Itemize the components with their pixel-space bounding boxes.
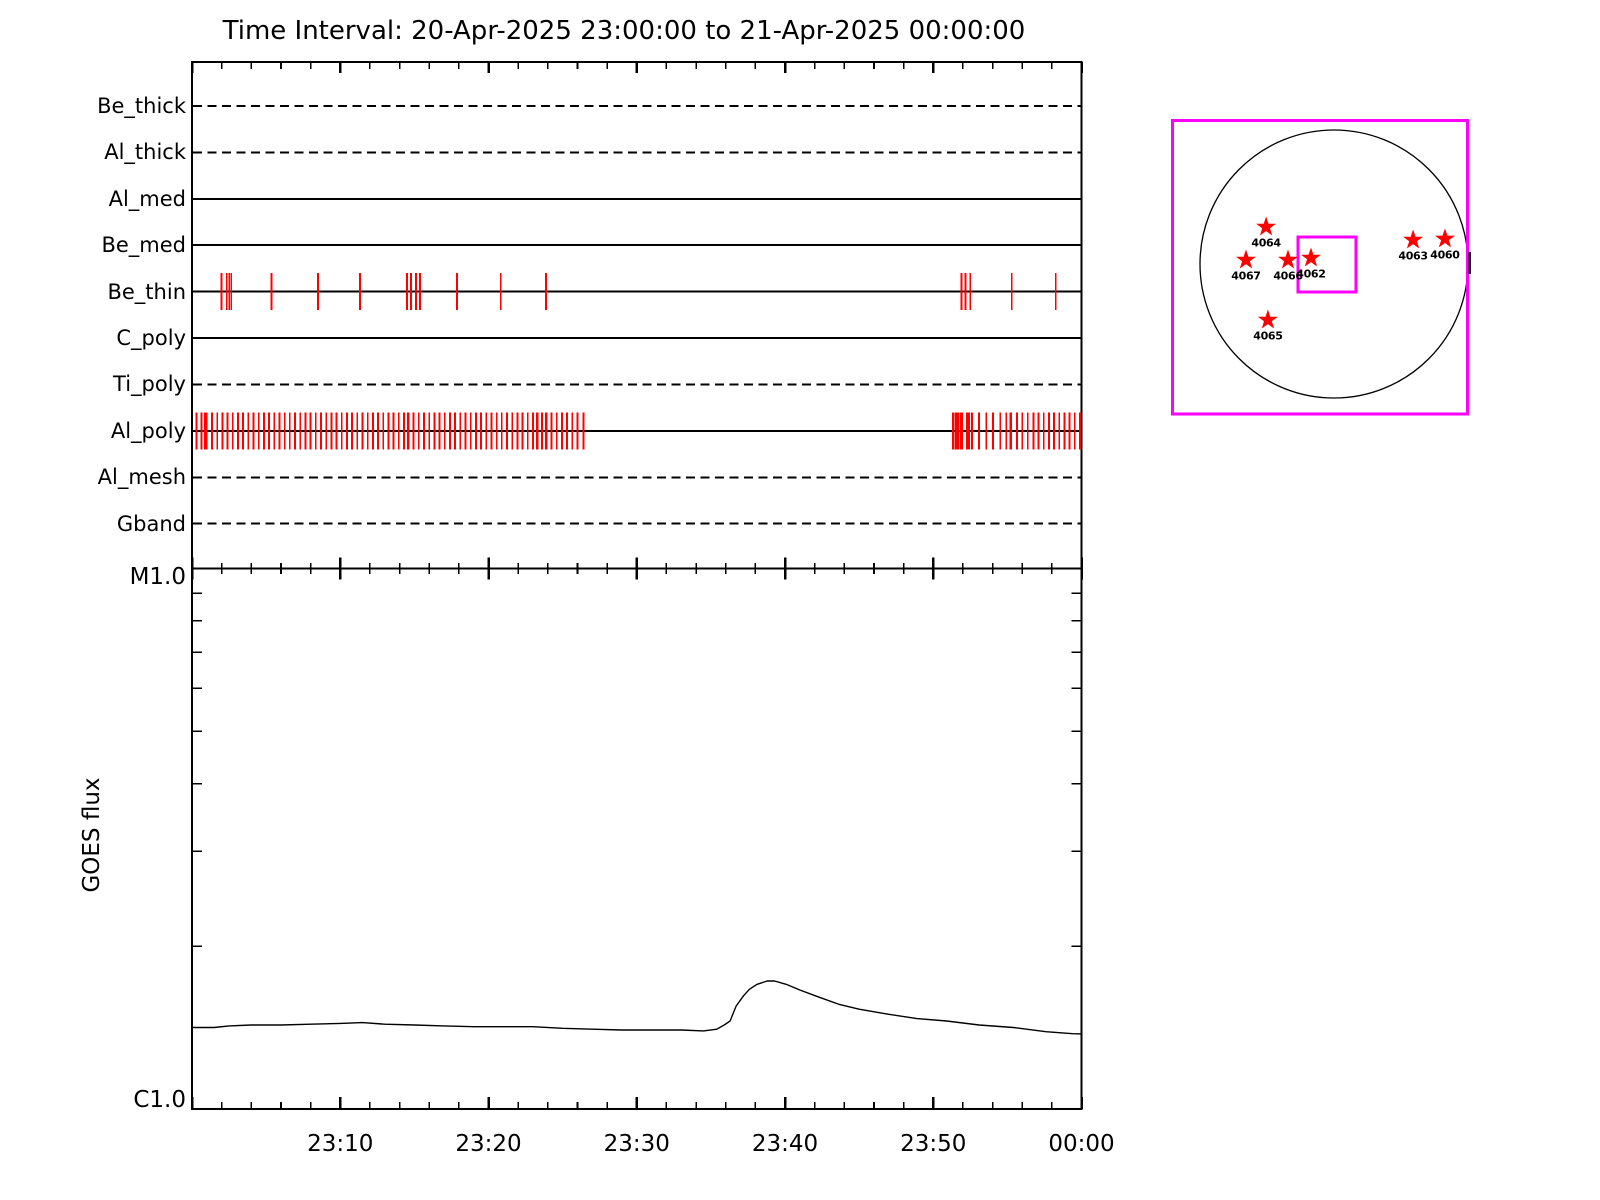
active-region-star-4067 <box>1236 249 1256 269</box>
active-region-label-4064: 4064 <box>1251 236 1281 250</box>
active-region-star-4060 <box>1435 228 1455 248</box>
active-region-label-4066: 4066 <box>1273 269 1303 283</box>
filter-label-C_poly: C_poly <box>116 326 186 351</box>
active-region-label-4060: 4060 <box>1430 248 1460 262</box>
active-region-star-4064 <box>1256 216 1276 236</box>
filter-label-Be_thin: Be_thin <box>107 279 186 304</box>
goes-flux-axis-title: GOES flux <box>79 777 105 893</box>
active-region-star-4063 <box>1403 229 1423 249</box>
y-axis-bottom-label: C1.0 <box>133 1087 186 1113</box>
goes-flux-curve <box>192 980 1082 1035</box>
goes-panel-border <box>191 567 1083 1110</box>
active-region-label-4065: 4065 <box>1253 329 1283 343</box>
x-tick-label-2350: 23:50 <box>900 1131 967 1157</box>
filter-label-Al_mesh: Al_mesh <box>97 465 186 490</box>
active-region-star-4065 <box>1258 309 1278 329</box>
x-tick-label-2330: 23:30 <box>603 1131 670 1157</box>
inset-frame <box>1171 119 1469 416</box>
x-tick-label-2320: 23:20 <box>455 1131 522 1157</box>
x-tick-label-2340: 23:40 <box>751 1131 819 1157</box>
filter-label-Al_poly: Al_poly <box>110 418 186 443</box>
solar-disk-limb <box>1199 129 1469 399</box>
active-region-star-4062 <box>1301 247 1321 267</box>
filter-label-Ti_poly: Ti_poly <box>113 372 186 397</box>
active-region-label-4067: 4067 <box>1231 269 1261 283</box>
filter-panel-border <box>191 61 1083 570</box>
x-tick-label-0000: 00:00 <box>1048 1131 1115 1157</box>
filter-label-Be_thick: Be_thick <box>97 94 186 118</box>
y-axis-top-label: M1.0 <box>129 564 186 590</box>
filter-label-Al_med: Al_med <box>108 186 186 211</box>
x-tick-label-2310: 23:10 <box>307 1131 374 1157</box>
active-region-label-4063: 4063 <box>1398 249 1428 263</box>
filter-label-Gband: Gband <box>116 511 186 536</box>
active-region-label-4062: 4062 <box>1296 267 1326 281</box>
filter-label-Be_med: Be_med <box>101 233 186 258</box>
filter-label-Al_thick: Al_thick <box>104 140 186 165</box>
plot-title: Time Interval: 20-Apr-2025 23:00:00 to 2… <box>222 16 1026 46</box>
active-region-star-4066 <box>1278 249 1298 269</box>
limb-overflow-sliver <box>1468 252 1471 274</box>
xrt-fov-box <box>1296 235 1358 294</box>
